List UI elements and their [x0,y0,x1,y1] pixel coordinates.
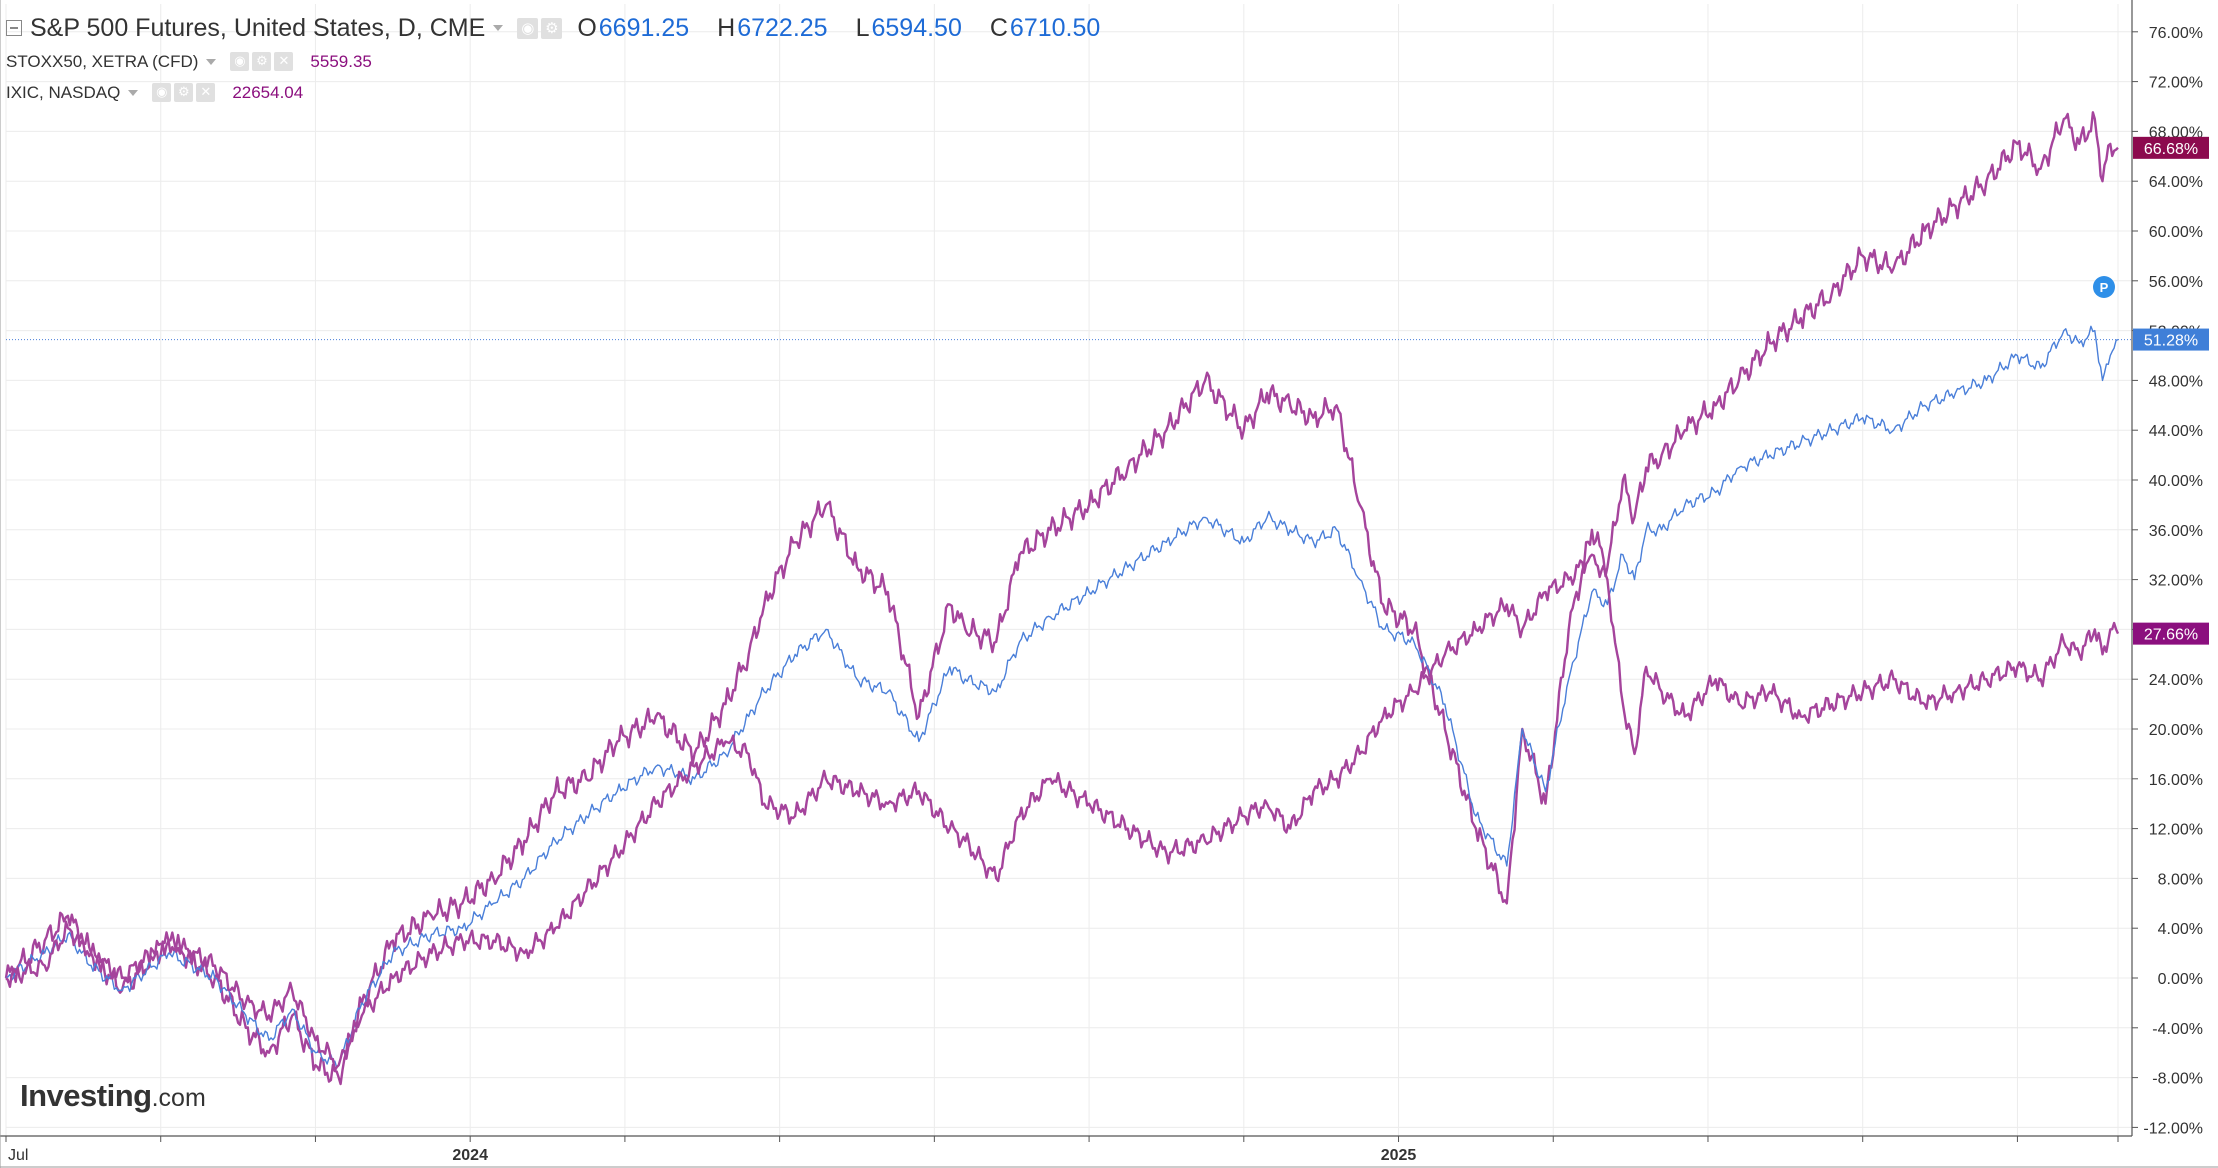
stoxx50-value: 5559.35 [310,51,372,71]
ixic-value: 22654.04 [232,82,304,102]
logo-suffix-text: .com [151,1084,206,1112]
collapse-box-icon[interactable] [6,20,22,36]
legend-series-ixic: IXIC, NASDAQ ◉ ⚙ ✕ 22654.04 [6,77,1122,108]
high-value: 6722.25 [737,13,828,42]
y-tick-label: -4.00% [2152,1021,2203,1038]
gear-icon[interactable]: ⚙ [174,83,194,102]
close-icon[interactable]: ✕ [274,52,294,71]
y-tick-label: 12.00% [2149,822,2203,839]
y-tick-label: 0.00% [2158,971,2203,988]
main-series-title[interactable]: S&P 500 Futures, United States, D, CME [30,13,486,42]
stoxx50-title[interactable]: STOXX50, XETRA (CFD) [6,51,199,71]
y-tick-label: 4.00% [2158,921,2203,938]
y-tick-label: 8.00% [2158,871,2203,888]
y-tick-label: 20.00% [2149,722,2203,739]
legend-main-series: S&P 500 Futures, United States, D, CME ◉… [6,10,1122,46]
low-value: 6594.50 [871,13,962,42]
ixic-line [4,111,2119,1086]
open-value: 6691.25 [598,13,690,42]
y-tick-label: 32.00% [2149,573,2203,590]
close-value: 6710.50 [1009,13,1101,42]
eye-icon[interactable]: ◉ [517,17,539,39]
x-tick-label: 2024 [452,1147,488,1164]
stoxx50-line [5,553,2120,1072]
ixic-title[interactable]: IXIC, NASDAQ [6,82,121,102]
stoxx50-last-value-label-bg [2133,622,2209,645]
open-label: O [577,13,597,42]
y-tick-label: 48.00% [2149,373,2203,390]
y-tick-label: 24.00% [2149,672,2203,689]
chart-legend: S&P 500 Futures, United States, D, CME ◉… [6,10,1122,108]
ixic-last-value-label: 66.68% [2144,141,2198,158]
sp500-last-value-label: 51.28% [2144,333,2198,350]
y-tick-label: -8.00% [2152,1071,2203,1088]
sp500-line [5,325,2119,1069]
ixic-last-value-label-bg [2133,136,2209,159]
legend-series-stoxx50: STOXX50, XETRA (CFD) ◉ ⚙ ✕ 5559.35 [6,46,1122,77]
caret-down-icon[interactable] [128,89,139,96]
y-tick-label: 64.00% [2149,174,2203,191]
y-tick-label: 40.00% [2149,473,2203,490]
y-tick-label: 36.00% [2149,523,2203,540]
p-marker-label: P [2100,280,2109,295]
caret-down-icon[interactable] [493,25,504,31]
y-tick-label: 44.00% [2149,423,2203,440]
stoxx50-last-value-label: 27.66% [2144,627,2198,644]
y-tick-label: 16.00% [2149,772,2203,789]
p-marker-icon [2093,276,2115,298]
high-label: H [717,13,736,42]
low-label: L [855,13,870,42]
gear-icon[interactable]: ⚙ [252,52,272,71]
caret-down-icon[interactable] [206,58,217,65]
sp500-last-value-label-bg [2133,328,2209,351]
eye-icon[interactable]: ◉ [152,83,172,102]
logo-bold-text: Investing [20,1078,152,1113]
gear-icon[interactable]: ⚙ [541,17,563,39]
y-tick-label: 72.00% [2149,75,2203,92]
y-tick-label: 60.00% [2149,224,2203,241]
close-label: C [989,13,1008,42]
x-tick-label: Jul [8,1147,28,1164]
x-tick-label: 2025 [1381,1147,1417,1164]
eye-icon[interactable]: ◉ [230,52,250,71]
y-tick-label: -12.00% [2143,1120,2203,1137]
close-icon[interactable]: ✕ [196,83,216,102]
investing-logo: Investing.com [20,1078,206,1114]
y-tick-label: 76.00% [2149,25,2203,42]
y-tick-label: 56.00% [2149,274,2203,291]
